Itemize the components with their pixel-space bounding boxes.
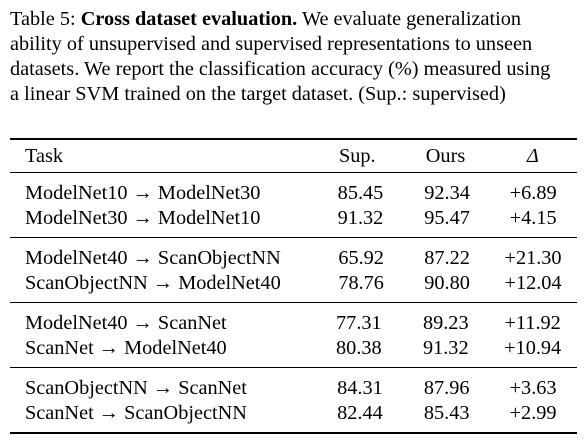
table-group: ScanObjectNN → ScanNet 84.31 87.96 +3.63… [10,376,577,426]
delta-cell: +12.04 [504,272,562,294]
table-group: ModelNet40 → ScanNet 77.31 89.23 +11.92 … [10,311,577,361]
group-rule [10,302,577,303]
task-cell: ScanNet → ScanObjectNN [25,402,247,424]
ours-cell: 95.47 [424,207,470,229]
header-sup: Sup. [338,145,376,167]
group-rule [10,367,577,368]
caption-line-3: datasets. We report the classification a… [10,58,551,80]
ours-cell: 92.34 [424,182,470,204]
caption-title: Cross dataset evaluation. [80,8,298,30]
sup-cell: 82.44 [337,402,383,424]
task-cell: ScanObjectNN → ScanNet [25,377,247,399]
bottom-rule [10,432,577,434]
delta-cell: +4.15 [509,207,557,229]
table-row: ScanNet → ScanObjectNN 82.44 85.43 +2.99 [10,401,577,426]
task-cell: ScanObjectNN → ModelNet40 [25,272,281,294]
header-task: Task [25,145,64,167]
delta-cell: +2.99 [509,402,557,424]
caption-line-2: ability of unsupervised and supervised r… [10,33,533,55]
group-rule [10,172,577,173]
task-cell: ModelNet30 → ModelNet10 [25,207,261,229]
table-row: ModelNet40 → ScanObjectNN 65.92 87.22 +2… [10,246,577,271]
table-header: Task Sup. Ours Δ [10,140,577,172]
delta-cell: +10.94 [504,337,562,359]
header-ours: Ours [425,145,466,167]
caption-line-4: a linear SVM trained on the target datas… [10,83,506,105]
sup-cell: 78.76 [338,272,384,294]
table-row: ModelNet30 → ModelNet10 91.32 95.47 +4.1… [10,206,577,231]
delta-cell: +11.92 [504,312,561,334]
ours-cell: 87.96 [423,377,470,399]
table-row: ModelNet40 → ScanNet 77.31 89.23 +11.92 [10,311,577,336]
group-rule [10,237,577,238]
top-rule [10,138,577,140]
caption-line-1: Table 5: Cross dataset evaluation. We ev… [10,7,580,32]
table-group: ModelNet40 → ScanObjectNN 65.92 87.22 +2… [10,246,577,296]
sup-cell: 65.92 [338,247,384,269]
task-cell: ScanNet → ModelNet40 [25,337,227,359]
delta-cell: +6.89 [509,182,557,204]
ours-cell: 90.80 [424,272,470,294]
ours-cell: 85.43 [423,402,470,424]
sup-cell: 91.32 [337,207,384,229]
table-caption: Table 5: Cross dataset evaluation. We ev… [10,7,580,107]
delta-cell: +21.30 [504,247,562,269]
table-row: ModelNet10 → ModelNet30 85.45 92.34 +6.8… [10,181,577,206]
caption-label: Table 5: [10,8,76,30]
task-cell: ModelNet40 → ScanNet [25,312,227,334]
table-group: ModelNet10 → ModelNet30 85.45 92.34 +6.8… [10,181,577,231]
table-row: ScanNet → ModelNet40 80.38 91.32 +10.94 [10,336,577,361]
ours-cell: 87.22 [424,247,470,269]
header-delta: Δ [526,145,539,167]
ours-cell: 89.23 [422,312,469,334]
sup-cell: 84.31 [337,377,383,399]
results-table: Task Sup. Ours Δ ModelNet10 → ModelNet30… [10,138,577,434]
delta-cell: +3.63 [509,377,557,399]
sup-cell: 85.45 [337,182,384,204]
sup-cell: 77.31 [336,312,382,334]
task-cell: ModelNet40 → ScanObjectNN [25,247,281,269]
ours-cell: 91.32 [422,337,469,359]
table-row: ScanObjectNN → ModelNet40 78.76 90.80 +1… [10,271,577,296]
task-cell: ModelNet10 → ModelNet30 [25,182,261,204]
table-row: ScanObjectNN → ScanNet 84.31 87.96 +3.63 [10,376,577,401]
header-row: Task Sup. Ours Δ [10,140,577,172]
caption-line-1-rest: We evaluate generalization [301,8,522,30]
sup-cell: 80.38 [336,337,382,359]
